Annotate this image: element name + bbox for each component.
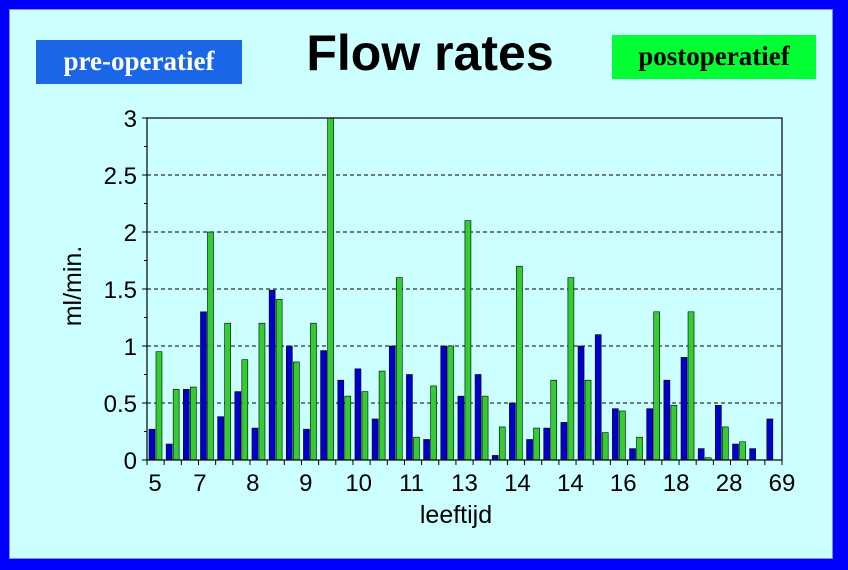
x-tick-label: 11 [399,470,424,497]
bar-pre [148,428,156,461]
x-axis-label: leeftijd [420,501,492,529]
bar-pre [663,379,671,461]
x-tick-label: 10 [345,470,372,497]
bar-pre [320,350,327,461]
x-tick-label: 7 [193,470,206,497]
bar-pre [577,345,585,461]
x-tick-label: 13 [451,470,478,497]
bar-post [395,277,403,461]
y-axis-label: ml/min. [59,246,87,327]
bar-pre [680,357,688,461]
chart-title: Flow rates [306,25,554,81]
bar-post [361,391,369,461]
x-tick-label: 69 [769,470,796,497]
bar-post [619,410,626,461]
x-tick-label: 14 [557,470,584,497]
bar-pre [303,428,310,461]
bar-post [172,389,180,461]
bar-pre [509,402,516,461]
legend-postoperatief: postoperatief [612,35,816,79]
bar-pre [285,345,293,461]
bar-post [550,379,558,461]
y-tick-label: 2.5 [104,163,137,190]
bar-pre [406,374,413,461]
bar-pre [491,455,499,461]
bar-post [567,277,575,461]
bar-pre [165,443,173,461]
y-tick-label: 0 [124,448,137,475]
x-tick-label: 5 [148,470,161,497]
y-tick-label: 2 [124,220,137,247]
bar-post [258,322,266,461]
bar-pre [749,448,756,461]
chart-frame: 0 0.5 1 1.5 2 2.5 3 5 7 8 9 10 11 13 14 14 16 18 28 69 lee… [9,9,833,559]
bar-pre [354,368,362,461]
bar-pre [612,408,619,461]
y-tick-label: 1.5 [104,277,137,304]
bar-post [413,436,420,461]
bar-pre [200,311,207,461]
bar-post [601,432,609,461]
bar-pre [766,418,774,461]
bar-post [636,436,643,461]
bar-post [310,322,317,461]
bar-pre [697,448,705,461]
bar-post [687,311,695,461]
bar-post [447,345,455,461]
bar-pre [388,345,396,461]
x-tick-label: 18 [663,470,690,497]
bar-pre [337,379,345,461]
bar-post [344,395,352,461]
bar-pre [560,422,568,461]
bar-post [224,322,231,461]
legend-pre-operatief: pre-operatief [36,40,242,84]
bar-pre [217,416,224,461]
x-tick-label: 16 [610,470,637,497]
bar-post [481,395,489,461]
bar-pre [629,448,636,461]
bar-pre [440,345,448,461]
y-tick-label: 3 [124,106,137,133]
bar-post [275,298,283,461]
bar-post [155,351,163,461]
bar-pre [594,334,602,461]
x-tick-label: 9 [299,470,312,497]
bar-post [533,427,540,461]
bar-pre [268,289,276,461]
bar-pre [371,418,379,461]
bar-post [584,379,592,461]
bar-post [498,426,506,461]
x-tick-label: 28 [716,470,743,497]
bar-pre [526,439,533,461]
bar-post [722,426,729,461]
bar-post [516,265,523,461]
bar-pre [457,395,465,461]
bar-post [653,311,661,461]
bar-post [464,220,472,461]
y-tick-label: 0.5 [104,391,137,418]
bar-pre [474,374,482,461]
bar-post [670,404,678,461]
bar-post [207,231,214,461]
bar-post [430,385,437,461]
bar-pre [543,427,551,461]
bar-post [378,370,386,461]
bar-pre [715,404,722,461]
bar-pre [423,439,430,461]
flow-rates-chart: 0 0.5 1 1.5 2 2.5 3 5 7 8 9 10 11 13 14 14 16 18 28 69 lee… [59,106,796,529]
bar-post [292,361,300,461]
x-tick-label: 14 [504,470,531,497]
y-tick-label: 1 [124,334,137,361]
bar-pre [234,391,242,461]
bar-pre [732,443,739,461]
bar-post [190,386,197,461]
bar-post [241,359,249,461]
x-tick-label: 8 [246,470,259,497]
bar-post [739,441,746,461]
bar-pre [251,427,259,461]
bar-pre [183,389,190,461]
bar-post [327,117,334,461]
bar-pre [646,408,654,461]
